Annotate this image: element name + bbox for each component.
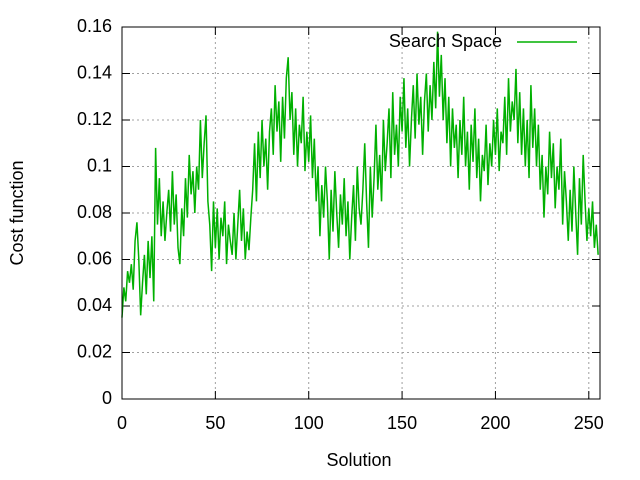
series-line [121,31,599,318]
y-tick-label: 0.04 [77,295,112,315]
y-axis-label: Cost function [7,160,27,265]
y-tick-label: 0 [102,388,112,408]
y-tick-label: 0.16 [77,16,112,36]
y-tick-label: 0.14 [77,62,112,82]
x-tick-label: 100 [294,413,324,433]
x-axis-label: Solution [326,450,391,470]
y-tick-label: 0.1 [87,155,112,175]
x-tick-label: 150 [387,413,417,433]
y-tick-label: 0.12 [77,109,112,129]
legend-label: Search Space [389,31,502,51]
x-tick-label: 200 [480,413,510,433]
y-tick-label: 0.06 [77,248,112,268]
x-tick-label: 250 [574,413,604,433]
plot-frame [121,26,601,400]
y-tick-label: 0.08 [77,202,112,222]
x-tick-label: 0 [117,413,127,433]
x-tick-label: 50 [205,413,225,433]
y-tick-label: 0.02 [77,341,112,361]
